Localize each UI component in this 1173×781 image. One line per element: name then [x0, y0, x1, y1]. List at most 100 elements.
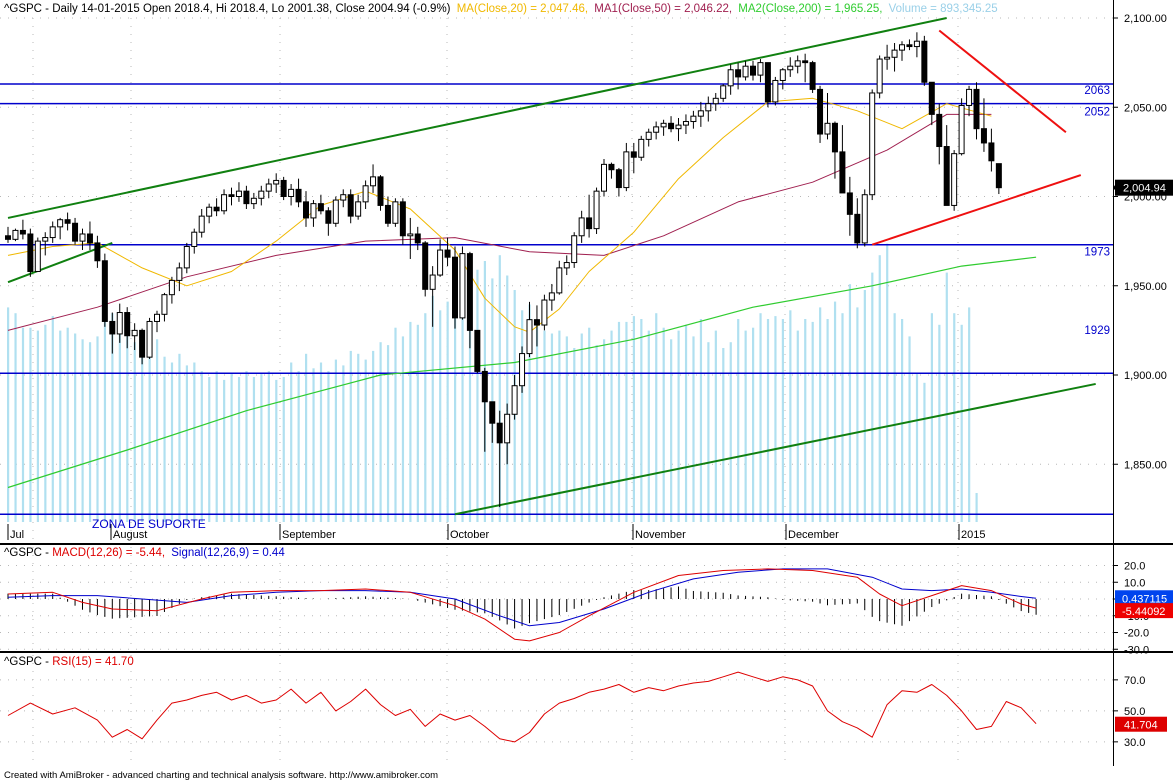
volume-bar [156, 339, 159, 522]
candle-down [586, 217, 593, 230]
candle-down [213, 206, 220, 212]
volume-bar [364, 359, 367, 522]
candle-up [951, 153, 958, 206]
rsi-legend: RSI(15) = 41.70 [52, 656, 134, 668]
candle-down [347, 194, 354, 217]
volume-bar [29, 327, 32, 522]
x-tick-label: 2015 [961, 529, 985, 541]
candle-down [109, 320, 116, 335]
candle-down [608, 163, 615, 171]
ma50-legend: MA1(Close,50) = 2,046.22, [594, 3, 732, 15]
candle-up [288, 188, 295, 198]
y-tick-label: 2,100.00 [1124, 13, 1167, 25]
volume-bar [193, 362, 196, 522]
volume-bar [647, 330, 650, 522]
candle-up [250, 197, 257, 205]
volume-bar [394, 327, 397, 522]
volume-bar [66, 327, 69, 522]
candle-down [928, 81, 935, 115]
ma200-line [7, 256, 1037, 489]
volume-bar [36, 330, 39, 522]
candle-down [228, 194, 235, 197]
rsi-axis: 70.0 50.0 30.0 41.704 [1113, 675, 1167, 749]
candle-up [742, 65, 749, 78]
candle-down [802, 60, 809, 64]
volume-bar [774, 316, 777, 522]
candle-up [273, 179, 280, 185]
ma50-line [7, 113, 992, 331]
volume-bar [878, 255, 881, 522]
candle-down [481, 370, 488, 403]
candle-down [377, 176, 384, 206]
candle-up [593, 190, 600, 230]
volume-bar [379, 342, 382, 522]
candle-up [690, 115, 697, 123]
volume-bar [968, 307, 971, 522]
candle-up [876, 58, 883, 94]
candle-up [563, 262, 570, 269]
volume-bar [871, 272, 874, 522]
candle-down [973, 88, 980, 130]
volume-bar [51, 316, 54, 522]
candle-up [556, 267, 563, 294]
volume-bar [595, 345, 598, 522]
moving-averages [7, 97, 1037, 489]
candle-up [787, 65, 794, 71]
volume-bar [290, 362, 293, 522]
volume-bar [826, 319, 829, 522]
footer-credit: Created with AmiBroker - advanced charti… [4, 770, 438, 781]
candle-up [504, 413, 511, 444]
volume-bar [550, 333, 554, 522]
volume-bar [223, 379, 226, 522]
level-label: 1973 [1084, 247, 1110, 259]
volume-bar [915, 374, 919, 522]
volume-bar [953, 313, 956, 522]
x-tick-label: November [635, 529, 686, 541]
candle-down [466, 253, 473, 331]
signal-value-box [1115, 590, 1173, 606]
volume-bar [893, 313, 896, 522]
pane-separator-macd [0, 543, 1173, 545]
candle-down [399, 201, 406, 237]
candle-up [154, 313, 160, 322]
macd-value-box [1115, 603, 1173, 619]
candle-up [116, 312, 123, 335]
volume-bar [662, 327, 665, 522]
volume-bar [14, 313, 17, 522]
y-tick-label: 1,950.00 [1124, 281, 1167, 293]
candle-up [548, 292, 555, 301]
candle-down [27, 233, 34, 272]
candle-down [452, 256, 458, 319]
candle-down [64, 219, 71, 224]
candle-up [355, 201, 362, 217]
volume-bar [282, 377, 285, 522]
trend-line [7, 17, 947, 219]
candle-up [541, 299, 548, 326]
volume-bar [789, 310, 792, 522]
candle-up [332, 199, 339, 224]
candle-up [519, 353, 526, 387]
candle-up [779, 69, 786, 81]
candle-down [444, 249, 451, 258]
y-tick-label: -20.0 [1124, 628, 1149, 640]
volume-bar [960, 324, 963, 522]
volume-bar [752, 327, 755, 522]
volume-bar [118, 333, 121, 522]
volume-bar [766, 319, 770, 522]
volume-bar [133, 342, 136, 522]
volume-bar [468, 290, 472, 522]
candle-up [861, 194, 868, 244]
candle-up [727, 69, 734, 87]
volume-bar [103, 298, 107, 522]
candle-up [653, 126, 660, 133]
volume-bar [617, 321, 621, 522]
candle-down [936, 113, 943, 148]
volume-bar [781, 319, 784, 522]
volume-bar [901, 319, 904, 522]
volume-bar [640, 319, 643, 522]
candle-up [712, 97, 719, 105]
candle-down [295, 188, 302, 203]
